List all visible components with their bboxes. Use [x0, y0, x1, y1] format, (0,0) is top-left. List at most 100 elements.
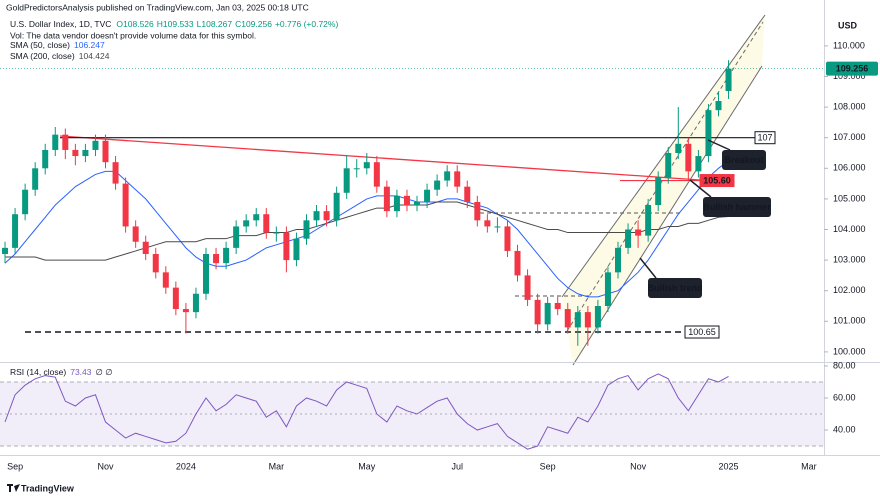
brand: TradingView	[21, 483, 75, 493]
candle-body	[574, 312, 581, 328]
candle-body	[584, 312, 591, 328]
callout-box	[648, 278, 702, 298]
price-level-box	[684, 325, 720, 339]
sma200-legend: SMA (200, close) 104.424	[10, 51, 110, 61]
candle-body	[685, 143, 692, 172]
candle-body	[233, 226, 240, 248]
candle-body	[92, 140, 99, 150]
x-tick-label: 2025	[719, 461, 739, 471]
candle-body	[132, 226, 139, 242]
y-tick-label: 106.000	[833, 163, 866, 173]
candle-body	[725, 68, 732, 92]
x-tick-label: Nov	[98, 461, 115, 471]
candle-body	[2, 247, 9, 254]
candle-body	[62, 134, 69, 150]
candle-body	[102, 140, 109, 163]
channel-fill	[562, 15, 765, 365]
candle-body	[564, 309, 571, 328]
sma50-value: 106.247	[74, 40, 105, 50]
symbol: U.S. Dollar Index, 1D, TVC	[10, 19, 111, 29]
candle-body	[363, 162, 370, 169]
candle-body	[112, 162, 119, 184]
candle-body	[645, 205, 652, 236]
candle-body	[323, 211, 330, 221]
candle-body	[715, 100, 722, 111]
candle-body	[213, 253, 220, 264]
candle-body	[152, 253, 159, 273]
sma50-name: SMA (50, close)	[10, 40, 70, 50]
candle-body	[52, 134, 59, 150]
y-tick-label: 100.000	[833, 346, 866, 356]
candle-body	[303, 220, 310, 239]
candle-body	[514, 250, 521, 276]
candle-body	[253, 214, 260, 221]
candle-body	[474, 201, 481, 221]
price-level-label: 105.60	[703, 175, 731, 185]
candle-body	[72, 149, 79, 157]
callout-pointer	[639, 257, 657, 279]
candle-body	[22, 189, 29, 215]
candle-body	[293, 238, 300, 261]
x-tick-label: Mar	[801, 461, 817, 471]
rsi-line	[4, 373, 729, 450]
candle-body	[373, 162, 380, 187]
x-tick-label: 2024	[176, 461, 196, 471]
candle-body	[534, 299, 541, 325]
candle-body	[12, 214, 19, 248]
candle-body	[675, 143, 682, 154]
candle-body	[172, 287, 179, 310]
candle-body	[192, 293, 199, 313]
y-tick-label: 103.000	[833, 254, 866, 264]
symbol-legend: U.S. Dollar Index, 1D, TVC O108.526 H109.5…	[10, 19, 338, 29]
candle-body	[353, 168, 360, 170]
price-level-box	[754, 131, 776, 145]
callout-label: Breakout	[724, 155, 763, 165]
candle-body	[393, 195, 400, 212]
y-tick-label: 40.00	[833, 424, 856, 434]
currency-label: USD	[838, 20, 858, 30]
callout-box	[722, 150, 766, 170]
candle-body	[434, 180, 441, 190]
sma50-legend: SMA (50, close) 106.247	[10, 40, 105, 50]
candle-body	[625, 229, 632, 248]
candle-body	[162, 272, 169, 288]
moving-average-line	[5, 201, 729, 261]
candle-body	[182, 309, 189, 313]
candle-body	[414, 201, 421, 206]
candle-body	[383, 186, 390, 212]
y-tick-label: 80.00	[833, 360, 856, 370]
candle-body	[494, 226, 501, 228]
ohlc-close: C109.256	[235, 19, 272, 29]
candle-body	[695, 156, 702, 172]
candle-body	[594, 306, 601, 328]
candle-body	[142, 241, 149, 254]
x-tick-label: Nov	[630, 461, 647, 471]
y-tick-label: 104.000	[833, 224, 866, 234]
x-tick-label: Jul	[451, 461, 463, 471]
candle-body	[554, 302, 561, 310]
x-tick-label: Mar	[269, 461, 285, 471]
candle-body	[635, 229, 642, 236]
publish-note: GoldPredictorsAnalysis published on Trad…	[6, 2, 309, 12]
logo-mark	[7, 484, 20, 492]
candle-body	[444, 171, 451, 181]
candle-body	[42, 149, 49, 169]
rsi-extra: ∅ ∅	[96, 367, 113, 377]
candle-body	[263, 214, 270, 233]
candle-body	[243, 220, 250, 227]
y-tick-label: 101.000	[833, 316, 866, 326]
candle-body	[454, 171, 461, 187]
candle-body	[343, 168, 350, 193]
sma200-value: 104.424	[79, 51, 110, 61]
candle-body	[665, 153, 672, 178]
candle-body	[32, 168, 39, 190]
channel-lower	[572, 65, 763, 366]
footer-logo: TradingView	[7, 483, 75, 493]
candle-body	[504, 226, 511, 251]
volume-note: Vol: The data vendor doesn't provide vol…	[10, 30, 256, 40]
y-tick-label: 109.000	[833, 71, 866, 81]
sma200-name: SMA (200, close)	[10, 51, 75, 61]
candle-body	[615, 247, 621, 273]
candle-body	[313, 211, 320, 221]
